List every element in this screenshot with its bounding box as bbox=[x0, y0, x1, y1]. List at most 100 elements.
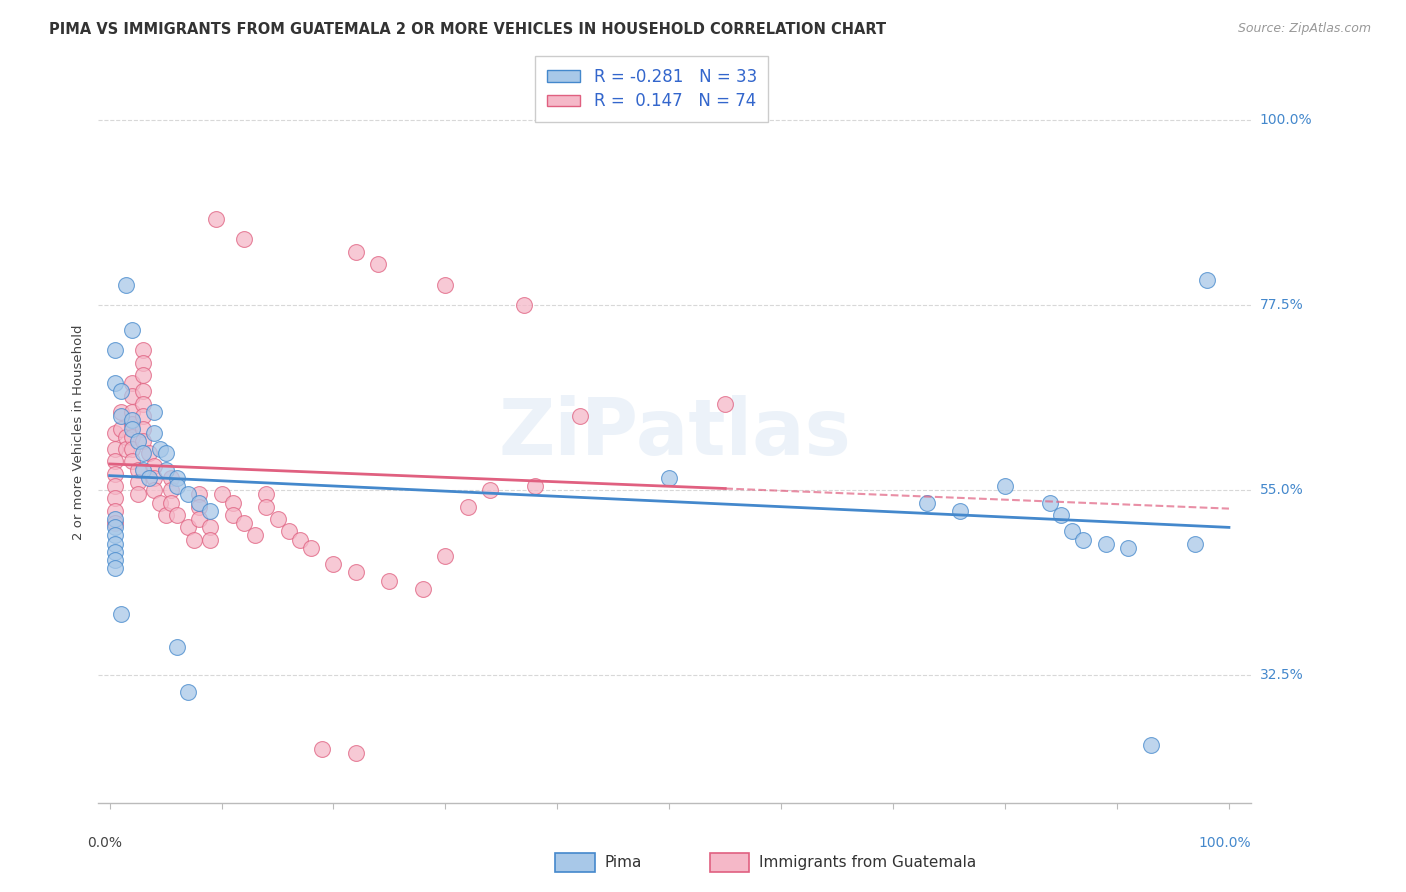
Point bbox=[104, 491, 127, 506]
Point bbox=[322, 558, 344, 572]
Point bbox=[344, 566, 367, 580]
Text: PIMA VS IMMIGRANTS FROM GUATEMALA 2 OR MORE VEHICLES IN HOUSEHOLD CORRELATION CH: PIMA VS IMMIGRANTS FROM GUATEMALA 2 OR M… bbox=[49, 22, 886, 37]
Point bbox=[254, 500, 277, 514]
Point bbox=[949, 504, 972, 518]
Point bbox=[1062, 524, 1084, 539]
Point bbox=[434, 277, 457, 292]
Point bbox=[132, 356, 155, 370]
Point bbox=[166, 508, 188, 522]
Point bbox=[104, 504, 127, 518]
Text: Immigrants from Guatemala: Immigrants from Guatemala bbox=[759, 855, 977, 870]
Text: 77.5%: 77.5% bbox=[1260, 298, 1303, 312]
Point bbox=[121, 405, 143, 419]
Point bbox=[160, 471, 183, 485]
Point bbox=[994, 479, 1017, 493]
Point bbox=[110, 409, 132, 424]
Point bbox=[132, 343, 155, 358]
Legend: R = -0.281   N = 33, R =  0.147   N = 74: R = -0.281 N = 33, R = 0.147 N = 74 bbox=[536, 56, 769, 122]
Point bbox=[127, 434, 149, 448]
Point bbox=[222, 495, 245, 509]
Point bbox=[266, 512, 288, 526]
Point bbox=[149, 442, 172, 456]
Point bbox=[110, 405, 132, 419]
Point bbox=[121, 421, 143, 435]
Point bbox=[104, 516, 127, 530]
Point bbox=[277, 524, 299, 539]
Point bbox=[132, 446, 155, 460]
Point bbox=[132, 462, 155, 476]
Point bbox=[155, 446, 177, 460]
Point bbox=[254, 487, 277, 501]
Point bbox=[1050, 508, 1073, 522]
Point bbox=[1073, 533, 1095, 547]
Point bbox=[143, 405, 166, 419]
Point bbox=[110, 421, 132, 435]
Point bbox=[211, 487, 233, 501]
Point bbox=[115, 442, 138, 456]
Point bbox=[166, 471, 188, 485]
Point bbox=[132, 409, 155, 424]
Point bbox=[104, 553, 127, 567]
Point bbox=[104, 512, 127, 526]
Point bbox=[104, 561, 127, 575]
Point bbox=[166, 479, 188, 493]
Point bbox=[412, 582, 434, 596]
Point bbox=[188, 495, 211, 509]
Point bbox=[121, 388, 143, 402]
Point bbox=[177, 520, 200, 534]
Point bbox=[121, 323, 143, 337]
Point bbox=[143, 483, 166, 498]
Point bbox=[138, 446, 160, 460]
Point bbox=[1139, 738, 1161, 752]
Point bbox=[115, 430, 138, 444]
Text: ZiPatlas: ZiPatlas bbox=[499, 394, 851, 471]
Point bbox=[132, 421, 155, 435]
Point bbox=[232, 516, 254, 530]
Point bbox=[121, 413, 143, 427]
Point bbox=[232, 232, 254, 246]
Point bbox=[160, 483, 183, 498]
Text: 32.5%: 32.5% bbox=[1260, 668, 1303, 682]
Point bbox=[205, 211, 228, 226]
Point bbox=[479, 483, 502, 498]
Point bbox=[1039, 495, 1062, 509]
Point bbox=[104, 545, 127, 559]
Point bbox=[104, 442, 127, 456]
Point bbox=[513, 298, 536, 312]
Point bbox=[104, 343, 127, 358]
Point bbox=[104, 425, 127, 440]
Point bbox=[104, 454, 127, 468]
Point bbox=[110, 607, 132, 621]
Point bbox=[568, 409, 591, 424]
Point bbox=[658, 471, 681, 485]
Point bbox=[115, 277, 138, 292]
Text: 0.0%: 0.0% bbox=[87, 836, 122, 850]
Point bbox=[523, 479, 546, 493]
Point bbox=[149, 495, 172, 509]
Point bbox=[915, 495, 938, 509]
Text: Pima: Pima bbox=[605, 855, 643, 870]
Point bbox=[367, 257, 389, 271]
Point bbox=[200, 533, 222, 547]
Point bbox=[121, 430, 143, 444]
Point bbox=[121, 454, 143, 468]
Text: 55.0%: 55.0% bbox=[1260, 483, 1303, 497]
Point bbox=[1095, 536, 1118, 550]
Point bbox=[121, 442, 143, 456]
Point bbox=[222, 508, 245, 522]
Point bbox=[143, 471, 166, 485]
Point bbox=[434, 549, 457, 563]
Point bbox=[104, 467, 127, 481]
Point bbox=[127, 475, 149, 489]
Point bbox=[177, 487, 200, 501]
Point bbox=[299, 541, 322, 555]
Point bbox=[143, 425, 166, 440]
Point bbox=[127, 487, 149, 501]
Point bbox=[104, 479, 127, 493]
Point bbox=[143, 458, 166, 473]
Point bbox=[1195, 273, 1218, 287]
Point bbox=[121, 376, 143, 391]
Y-axis label: 2 or more Vehicles in Household: 2 or more Vehicles in Household bbox=[72, 325, 86, 541]
Point bbox=[132, 434, 155, 448]
Point bbox=[344, 244, 367, 259]
